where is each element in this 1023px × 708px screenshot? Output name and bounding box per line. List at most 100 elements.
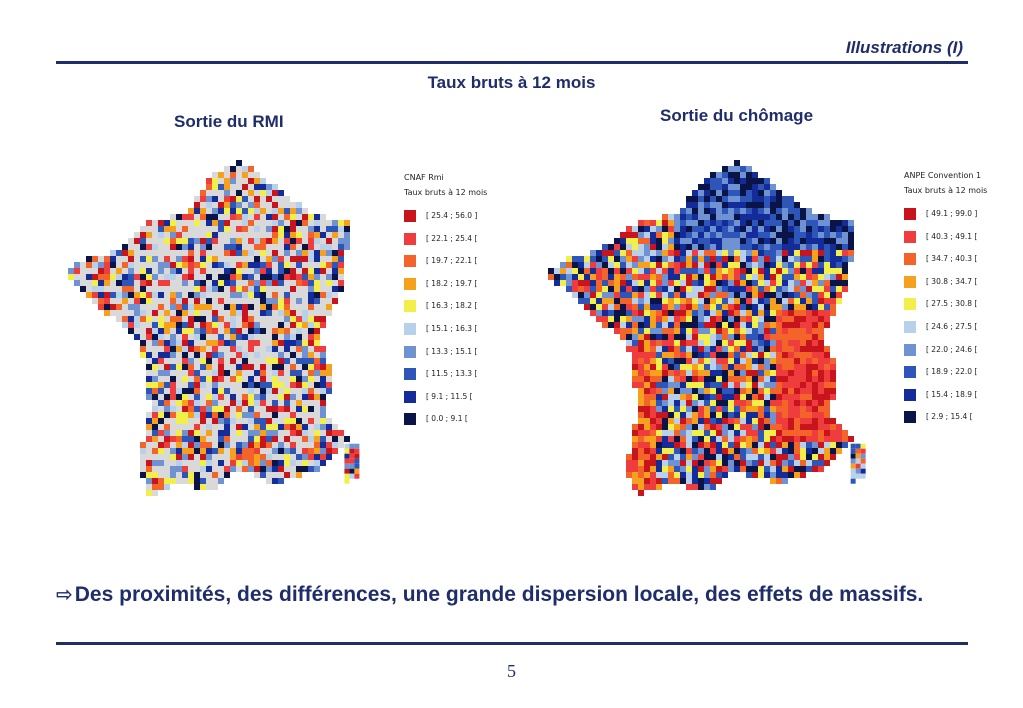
map-cell <box>308 382 314 388</box>
map-cell <box>770 286 776 292</box>
map-cell <box>242 304 248 310</box>
map-cell <box>656 448 662 454</box>
map-cell <box>800 322 806 328</box>
map-cell <box>758 286 764 292</box>
map-cell <box>218 388 224 394</box>
map-cell <box>218 202 224 208</box>
map-cell <box>692 442 698 448</box>
map-cell <box>818 352 824 358</box>
map-cell <box>698 412 704 418</box>
map-cell <box>320 280 326 286</box>
map-cell <box>752 208 758 214</box>
map-cell <box>806 394 812 400</box>
map-cell <box>224 430 230 436</box>
map-cell <box>296 322 302 328</box>
map-cell <box>338 280 344 286</box>
map-cell <box>740 298 746 304</box>
map-cell <box>566 286 572 292</box>
map-cell <box>272 400 278 406</box>
map-cell <box>782 352 788 358</box>
map-cell <box>716 178 722 184</box>
map-cell <box>284 340 290 346</box>
map-cell <box>152 268 158 274</box>
map-cell <box>638 436 644 442</box>
map-cell <box>842 280 848 286</box>
map-cell <box>194 292 200 298</box>
map-cell <box>770 370 776 376</box>
map-cell <box>224 256 230 262</box>
map-cell <box>788 442 794 448</box>
map-cell <box>668 394 674 400</box>
map-cell <box>164 322 170 328</box>
map-cell <box>650 436 656 442</box>
map-cell <box>188 340 194 346</box>
map-cell <box>800 334 806 340</box>
map-cell <box>668 412 674 418</box>
map-cell <box>620 256 626 262</box>
map-cell <box>296 430 302 436</box>
map-cell <box>692 358 698 364</box>
legend-swatch <box>404 390 416 403</box>
map-cell <box>776 478 782 484</box>
map-cell <box>812 232 818 238</box>
map-cell <box>326 274 332 280</box>
map-cell <box>752 274 758 280</box>
map-cell <box>824 424 830 430</box>
map-cell <box>354 443 360 449</box>
map-cell <box>710 292 716 298</box>
map-cell <box>296 226 302 232</box>
map-cell <box>806 466 812 472</box>
map-cell <box>650 298 656 304</box>
map-cell <box>692 214 698 220</box>
map-cell <box>236 208 242 214</box>
map-cell <box>698 298 704 304</box>
map-cell <box>212 280 218 286</box>
map-cell <box>674 238 680 244</box>
map-cell <box>626 334 632 340</box>
map-cell <box>254 256 260 262</box>
map-cell <box>734 394 740 400</box>
map-cell <box>764 184 770 190</box>
map-cell <box>818 280 824 286</box>
map-cell <box>644 406 650 412</box>
map-cell <box>674 400 680 406</box>
map-cell <box>284 472 290 478</box>
map-cell <box>818 268 824 274</box>
map-cell <box>104 292 110 298</box>
map-cell <box>326 448 332 454</box>
map-cell <box>674 310 680 316</box>
map-cell <box>614 244 620 250</box>
map-cell <box>290 448 296 454</box>
map-cell <box>722 310 728 316</box>
map-cell <box>314 364 320 370</box>
map-cell <box>290 400 296 406</box>
map-cell <box>800 298 806 304</box>
map-cell <box>290 304 296 310</box>
map-cell <box>800 328 806 334</box>
map-cell <box>170 460 176 466</box>
map-cell <box>644 460 650 466</box>
map-cell <box>104 274 110 280</box>
map-cell <box>722 322 728 328</box>
map-cell <box>740 322 746 328</box>
map-cell <box>710 418 716 424</box>
map-cell <box>806 286 812 292</box>
map-cell <box>344 473 350 479</box>
map-cell <box>830 244 836 250</box>
map-cell <box>662 298 668 304</box>
map-cell <box>584 274 590 280</box>
map-cell <box>278 454 284 460</box>
map-cell <box>212 292 218 298</box>
map-cell <box>842 226 848 232</box>
map-cell <box>776 418 782 424</box>
map-cell <box>236 316 242 322</box>
map-cell <box>278 436 284 442</box>
map-cell <box>662 418 668 424</box>
map-cell <box>656 298 662 304</box>
map-cell <box>764 214 770 220</box>
map-cell <box>164 310 170 316</box>
map-cell <box>260 256 266 262</box>
map-cell <box>722 418 728 424</box>
map-cell <box>302 316 308 322</box>
map-cell <box>644 256 650 262</box>
